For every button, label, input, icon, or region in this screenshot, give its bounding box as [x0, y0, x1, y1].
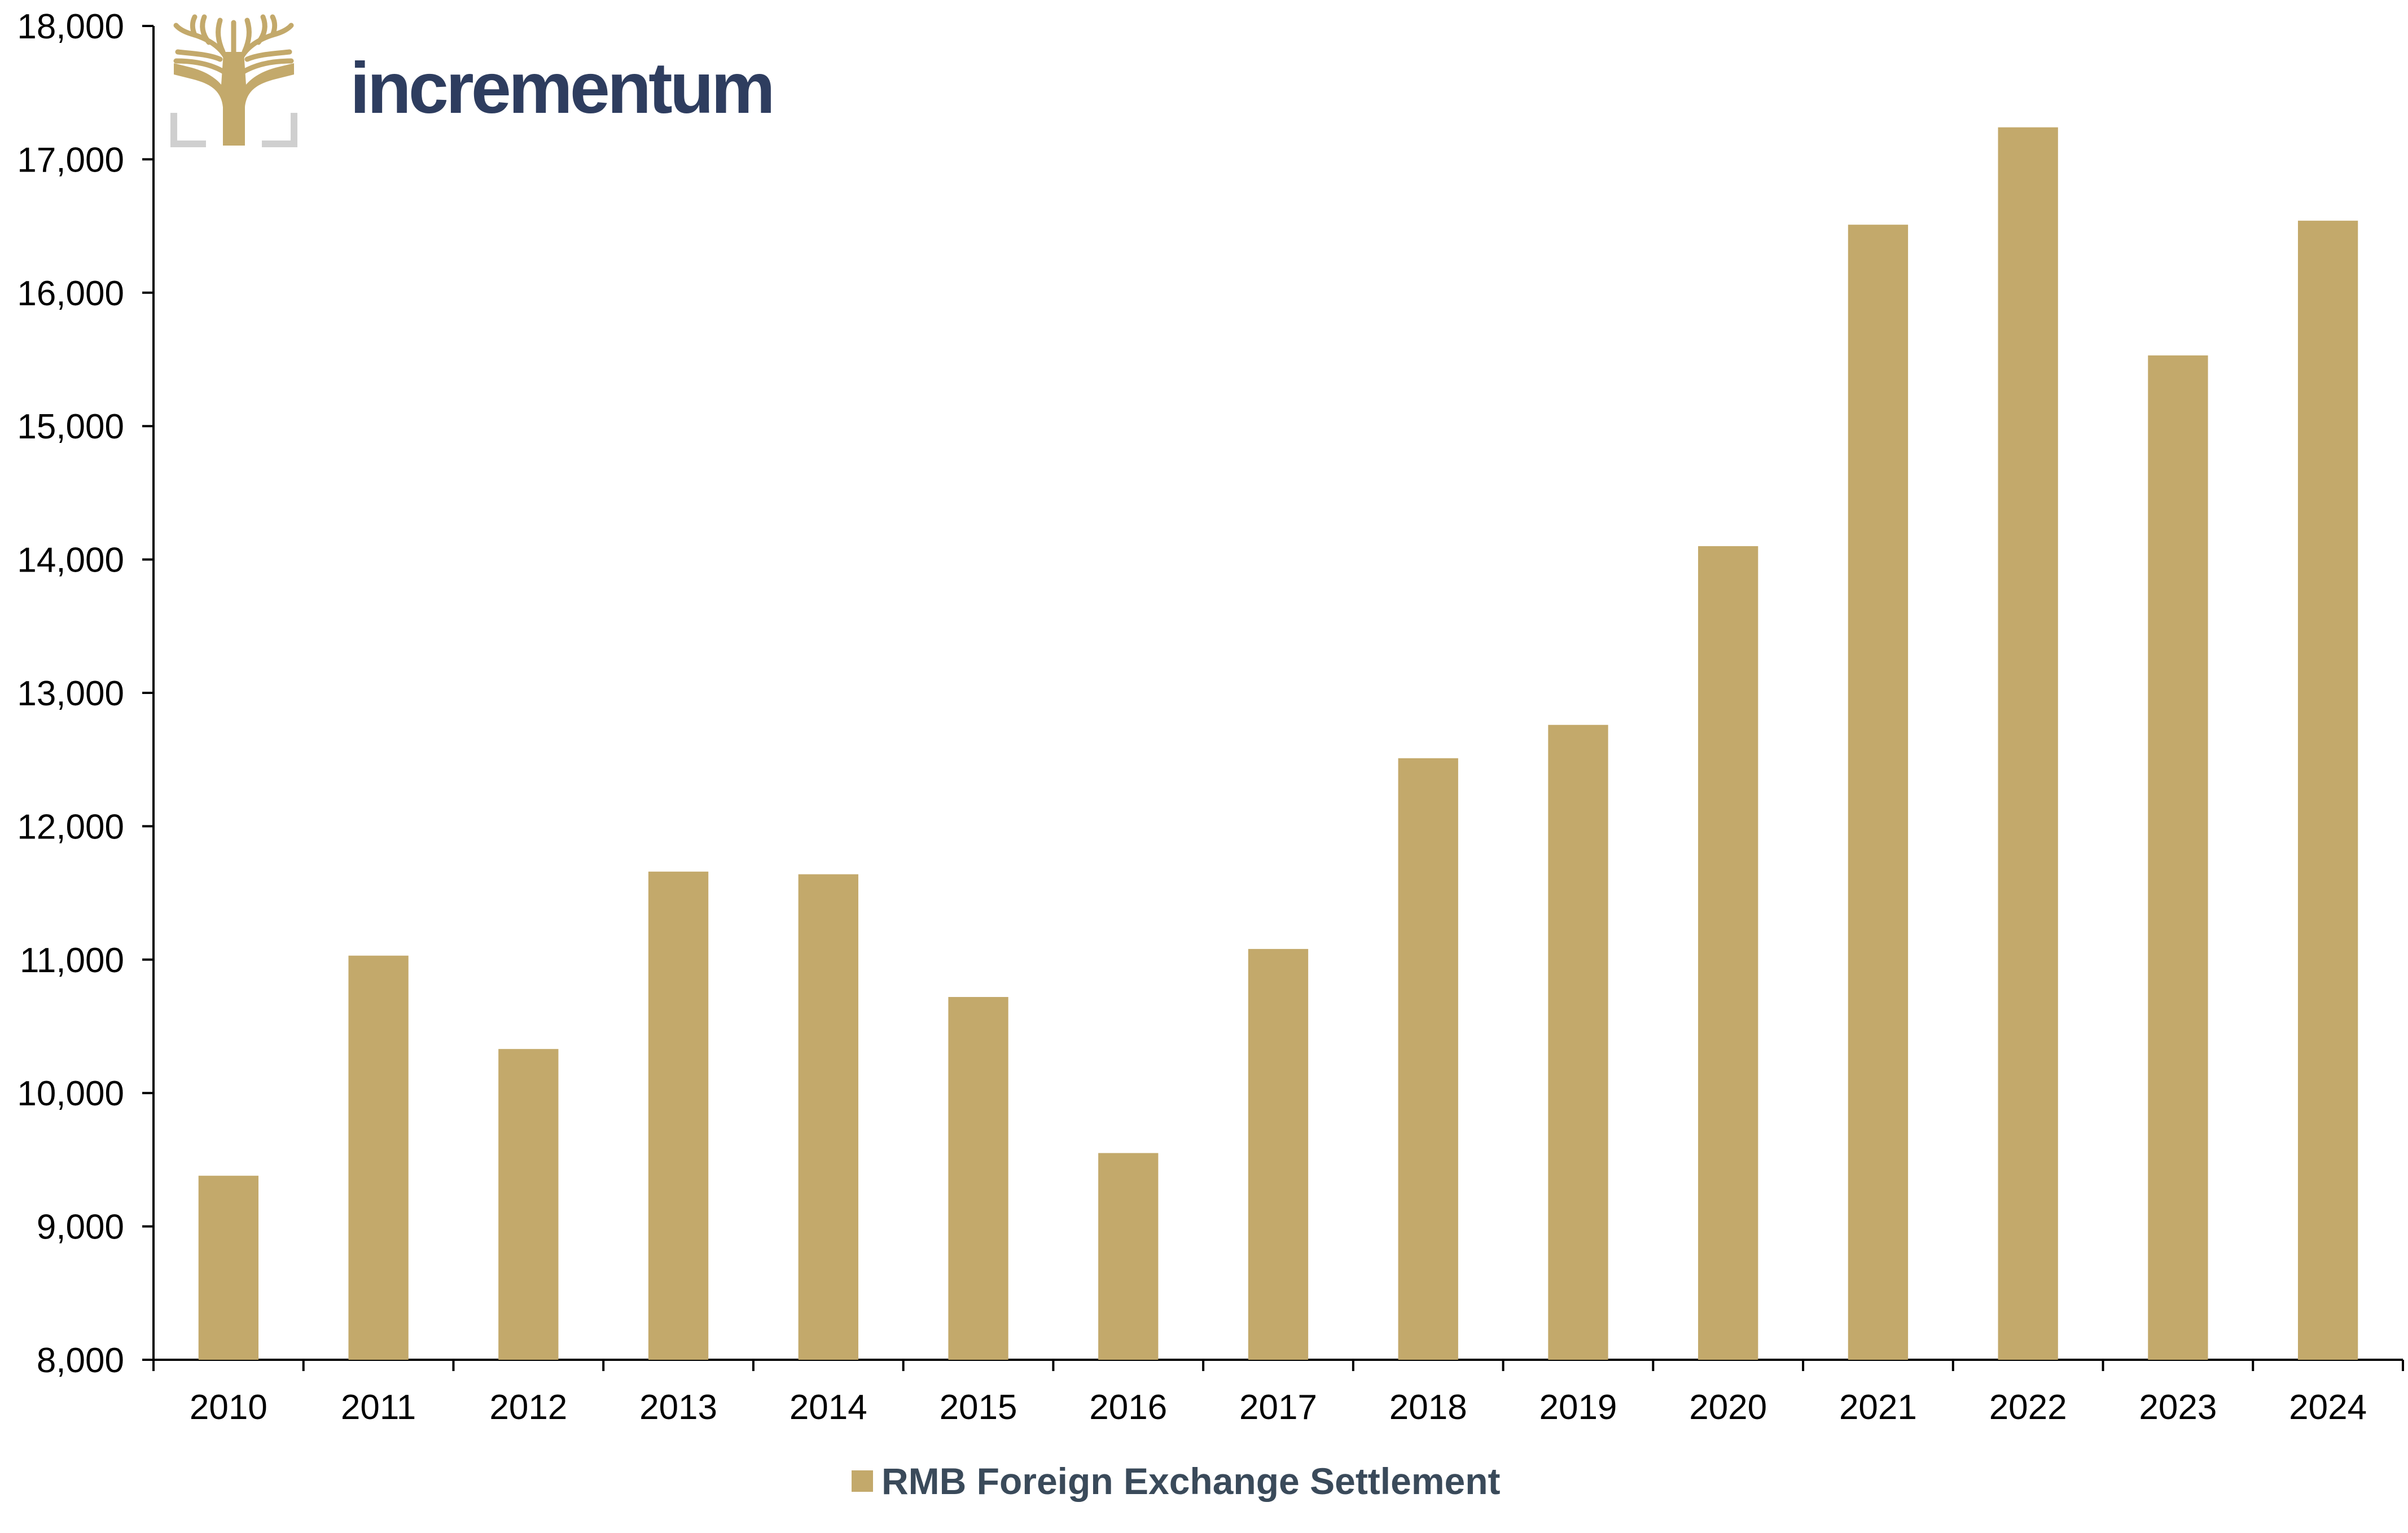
x-tick-label: 2012: [489, 1388, 567, 1427]
x-tick-label: 2018: [1389, 1388, 1467, 1427]
bar: [1398, 758, 1458, 1360]
y-tick-label: 9,000: [37, 1208, 124, 1247]
x-tick-label: 2017: [1239, 1388, 1317, 1427]
brand-name: incrementum: [350, 48, 773, 129]
legend-swatch: [852, 1470, 873, 1492]
legend-label: RMB Foreign Exchange Settlement: [881, 1460, 1501, 1502]
x-tick-label: 2010: [190, 1388, 267, 1427]
bar: [2148, 355, 2208, 1360]
bar: [348, 955, 409, 1360]
x-tick-label: 2020: [1689, 1388, 1767, 1427]
y-tick-label: 17,000: [17, 140, 124, 179]
tree-logo-icon: [170, 14, 297, 147]
y-tick-label: 11,000: [20, 941, 124, 980]
bar: [1548, 724, 1608, 1360]
bar: [198, 1175, 259, 1360]
x-tick-label: 2019: [1539, 1388, 1617, 1427]
x-tick-label: 2022: [1989, 1388, 2067, 1427]
y-tick-label: 12,000: [17, 807, 124, 846]
bar: [1998, 127, 2058, 1360]
bar: [1248, 948, 1309, 1360]
x-tick-label: 2015: [940, 1388, 1017, 1427]
bar: [1098, 1153, 1159, 1360]
x-tick-label: 2011: [341, 1388, 416, 1427]
bar: [1848, 225, 1909, 1360]
bar: [648, 871, 709, 1360]
y-tick-label: 16,000: [17, 274, 124, 313]
x-tick-label: 2024: [2289, 1388, 2367, 1427]
bar: [948, 996, 1008, 1360]
bar: [798, 874, 858, 1360]
y-tick-label: 10,000: [17, 1074, 124, 1113]
x-axis-ticks: 2010 2011 2012 2013 2014 2015 2016 2017 2018 2019…: [152, 1360, 2404, 1427]
bar: [2297, 221, 2358, 1360]
y-tick-label: 14,000: [17, 541, 124, 580]
x-tick-label: 2016: [1089, 1388, 1167, 1427]
x-tick-label: 2021: [1839, 1388, 1917, 1427]
y-tick-label: 15,000: [17, 407, 124, 446]
y-tick-label: 13,000: [17, 674, 124, 713]
bar: [1698, 546, 1758, 1360]
legend: RMB Foreign Exchange Settlement: [852, 1460, 1501, 1502]
x-tick-label: 2013: [639, 1388, 717, 1427]
x-tick-label: 2014: [789, 1388, 867, 1427]
x-tick-label: 2023: [2139, 1388, 2217, 1427]
y-axis-ticks: 8,000 9,000 10,000 11,000 12,000 13,000 14,000…: [17, 7, 153, 1380]
bar: [498, 1049, 559, 1360]
bar-series: [198, 127, 2358, 1360]
y-tick-label: 18,000: [17, 7, 124, 46]
y-tick-label: 8,000: [37, 1341, 124, 1380]
incrementum-logo: incrementum: [170, 14, 775, 147]
